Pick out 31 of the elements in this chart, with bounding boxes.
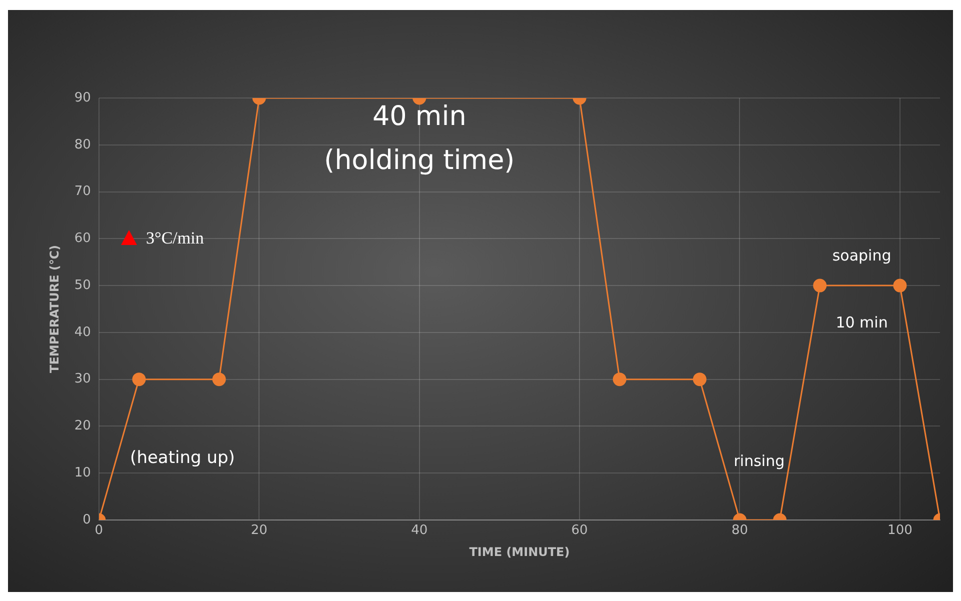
y-tick-label: 0	[82, 512, 91, 528]
annotation: (holding time)	[324, 145, 515, 176]
annotation: (heating up)	[130, 448, 235, 468]
point	[612, 372, 626, 386]
point	[893, 278, 907, 292]
y-tick-label: 50	[74, 278, 91, 293]
y-tick-label: 60	[74, 231, 91, 246]
annotation: 10 min	[836, 314, 888, 332]
point	[212, 372, 226, 386]
y-tick-label: 20	[74, 418, 91, 434]
y-tick-label: 90	[74, 90, 91, 106]
y-axis-title: TEMPERATURE (℃)	[47, 245, 62, 373]
y-tick-label: 70	[74, 184, 91, 200]
point	[132, 372, 146, 386]
y-tick-label: 40	[74, 324, 91, 340]
x-tick-label: 0	[94, 523, 104, 538]
x-axis-title: TIME (MINUTE)	[469, 544, 570, 559]
x-tick-label: 100	[888, 523, 912, 538]
x-tick-label: 60	[571, 523, 588, 538]
annotation: 40 min	[372, 100, 466, 132]
y-tick-label: 80	[74, 137, 91, 152]
y-tick-label: 10	[74, 465, 91, 480]
point	[692, 372, 706, 386]
point	[813, 278, 827, 292]
x-tick-label: 80	[731, 523, 748, 538]
annotation: 3°C/min	[146, 228, 204, 248]
annotation: soaping	[832, 246, 892, 265]
x-tick-label: 20	[250, 523, 268, 538]
x-tick-label: 40	[411, 523, 428, 538]
annotation: rinsing	[734, 452, 785, 470]
y-tick-label: 30	[74, 372, 91, 387]
